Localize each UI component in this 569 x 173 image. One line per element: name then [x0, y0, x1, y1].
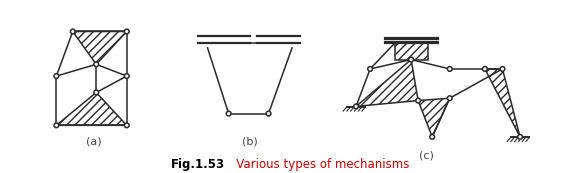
Circle shape — [226, 111, 231, 116]
Circle shape — [94, 90, 98, 95]
Circle shape — [447, 96, 452, 101]
Circle shape — [430, 135, 435, 139]
Text: Fig.1.53: Fig.1.53 — [171, 158, 225, 171]
Circle shape — [483, 67, 487, 71]
Text: (b): (b) — [242, 136, 258, 146]
Circle shape — [409, 57, 414, 62]
Circle shape — [354, 104, 358, 109]
Polygon shape — [485, 69, 520, 137]
Polygon shape — [56, 93, 127, 125]
Text: Various types of mechanisms: Various types of mechanisms — [225, 158, 409, 171]
Circle shape — [54, 123, 59, 128]
Circle shape — [71, 29, 75, 34]
Bar — [395, 43, 427, 60]
Circle shape — [416, 98, 420, 103]
Circle shape — [447, 67, 452, 71]
Circle shape — [368, 67, 373, 71]
Circle shape — [518, 135, 522, 139]
Text: (a): (a) — [86, 136, 102, 146]
Polygon shape — [356, 60, 418, 106]
Polygon shape — [73, 31, 127, 64]
Circle shape — [94, 62, 98, 67]
Polygon shape — [418, 98, 450, 137]
Circle shape — [125, 74, 129, 78]
Circle shape — [266, 111, 271, 116]
Text: (c): (c) — [419, 150, 434, 160]
Circle shape — [54, 74, 59, 78]
Circle shape — [125, 123, 129, 128]
Circle shape — [125, 29, 129, 34]
Circle shape — [500, 67, 505, 71]
